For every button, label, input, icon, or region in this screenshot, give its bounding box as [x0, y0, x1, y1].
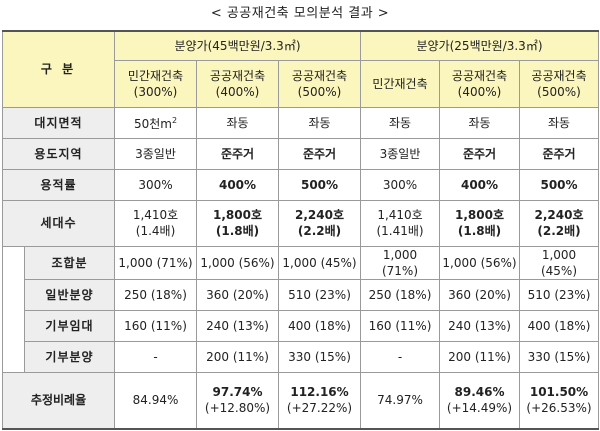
- table-cell: 1,800호 (1.8배): [439, 199, 521, 247]
- row-site-area: 대지면적 50천m2 좌동 좌동 좌동 좌동 좌동: [1, 106, 600, 139]
- table-cell: 준주거: [439, 137, 521, 170]
- table-cell: 240 (13%): [196, 309, 280, 342]
- row-label: 기부분양: [23, 340, 116, 373]
- row-estimated-ratio: 추정비례율 84.94% 97.74% (+12.80%) 112.16% (+27…: [1, 371, 600, 430]
- table-cell: 1,000 (45%): [519, 245, 600, 280]
- table-cell: 준주거: [278, 137, 362, 170]
- table-cell: 112.16% (+27.22%): [278, 371, 362, 430]
- table-cell: 300%: [360, 168, 441, 201]
- row-label: 일반분양: [23, 278, 116, 311]
- table-cell: 500%: [519, 168, 600, 201]
- table-cell: 400 (18%): [519, 309, 600, 342]
- table-cell: 좌동: [519, 106, 600, 139]
- row-union-share: 조합분 1,000 (71%) 1,000 (56%) 1,000 (45%) …: [2, 245, 600, 373]
- header-row-groups: 구 분 분양가(45백만원/3.3㎡) 분양가(25백만원/3.3㎡): [1, 30, 600, 108]
- table-cell: 1,410호 (1.4배): [114, 199, 198, 247]
- header-col-2: 공공재건축 (400%): [196, 59, 280, 108]
- table-cell: 84.94%: [114, 371, 198, 430]
- simulation-results-table: 구 분 분양가(45백만원/3.3㎡) 분양가(25백만원/3.3㎡) 민간재건…: [1, 30, 600, 430]
- row-label: 용적률: [1, 168, 116, 201]
- table-cell: 400%: [196, 168, 280, 201]
- row-general-sale: 일반분양 250 (18%) 360 (20%) 510 (23%) 250 (…: [3, 278, 600, 311]
- table-cell: 97.74% (+12.80%): [196, 371, 280, 430]
- header-gubun: 구 분: [1, 30, 116, 108]
- table-cell: 1,000 (71%): [114, 245, 198, 280]
- row-label: 세대수: [1, 199, 116, 247]
- table-cell: 330 (15%): [519, 340, 600, 373]
- header-col-6: 공공재건축 (500%): [519, 59, 600, 108]
- row-zoning: 용도지역 3종일반 준주거 준주거 3종일반 준주거 준주거: [1, 137, 600, 170]
- table-cell: 좌동: [360, 106, 441, 139]
- table-cell: 50천m2: [114, 106, 198, 139]
- row-label: 기부임대: [23, 309, 116, 342]
- table-cell: 1,000 (45%): [278, 245, 362, 280]
- table-cell: 101.50% (+26.53%): [519, 371, 600, 430]
- header-col-1: 민간재건축 (300%): [114, 59, 198, 108]
- table-cell: 3종일반: [360, 137, 441, 170]
- table-cell: 2,240호 (2.2배): [519, 199, 600, 247]
- row-label: 대지면적: [1, 106, 116, 139]
- table-cell: 1,000 (56%): [439, 245, 521, 280]
- table-cell: 300%: [114, 168, 198, 201]
- table-cell: 좌동: [439, 106, 521, 139]
- table-cell: 400%: [439, 168, 521, 201]
- table-cell: 1,000 (56%): [196, 245, 280, 280]
- table-cell: 160 (11%): [360, 309, 441, 342]
- table-cell: 1,000 (71%): [360, 245, 441, 280]
- row-label: 추정비례율: [1, 371, 116, 430]
- table-cell: -: [360, 340, 441, 373]
- table-cell: 2,240호 (2.2배): [278, 199, 362, 247]
- table-cell: 3종일반: [114, 137, 198, 170]
- header-col-5: 공공재건축 (400%): [439, 59, 521, 108]
- table-cell: 250 (18%): [114, 278, 198, 311]
- table-cell: 250 (18%): [360, 278, 441, 311]
- table-cell: 좌동: [196, 106, 280, 139]
- table-cell: 500%: [278, 168, 362, 201]
- table-cell: 240 (13%): [439, 309, 521, 342]
- table-cell: 200 (11%): [439, 340, 521, 373]
- table-cell: 360 (20%): [439, 278, 521, 311]
- table-cell: 1,800호 (1.8배): [196, 199, 280, 247]
- table-cell: 510 (23%): [519, 278, 600, 311]
- indent-spacer: [2, 245, 25, 373]
- table-cell: 200 (11%): [196, 340, 280, 373]
- table-cell: -: [114, 340, 198, 373]
- table-cell: 330 (15%): [278, 340, 362, 373]
- table-cell: 510 (23%): [278, 278, 362, 311]
- table-title: < 공공재건축 모의분석 결과 >: [210, 6, 390, 21]
- row-households: 세대수 1,410호 (1.4배) 1,800호 (1.8배) 2,240호 (2.2…: [1, 199, 600, 247]
- table-cell: 준주거: [196, 137, 280, 170]
- row-donated-sale: 기부분양 - 200 (11%) 330 (15%) - 200 (11%) 3…: [3, 340, 600, 373]
- table-cell: 160 (11%): [114, 309, 198, 342]
- header-col-4: 민간재건축: [360, 59, 441, 108]
- header-group-45m: 분양가(45백만원/3.3㎡): [114, 30, 362, 61]
- table-cell: 360 (20%): [196, 278, 280, 311]
- table-cell: 좌동: [278, 106, 362, 139]
- table-cell: 400 (18%): [278, 309, 362, 342]
- row-label: 조합분: [23, 245, 116, 280]
- header-row-types: 민간재건축 (300%) 공공재건축 (400%) 공공재건축 (500%) 민간재건…: [3, 59, 600, 108]
- table-cell: 74.97%: [360, 371, 441, 430]
- header-col-3: 공공재건축 (500%): [278, 59, 362, 108]
- row-label: 용도지역: [1, 137, 116, 170]
- table-cell: 1,410호 (1.41배): [360, 199, 441, 247]
- table-cell: 89.46% (+14.49%): [439, 371, 521, 430]
- row-floor-area-ratio: 용적률 300% 400% 500% 300% 400% 500%: [1, 168, 600, 201]
- table-cell: 준주거: [519, 137, 600, 170]
- header-group-25m: 분양가(25백만원/3.3㎡): [360, 30, 600, 61]
- row-donated-rental: 기부임대 160 (11%) 240 (13%) 400 (18%) 160 (…: [3, 309, 600, 342]
